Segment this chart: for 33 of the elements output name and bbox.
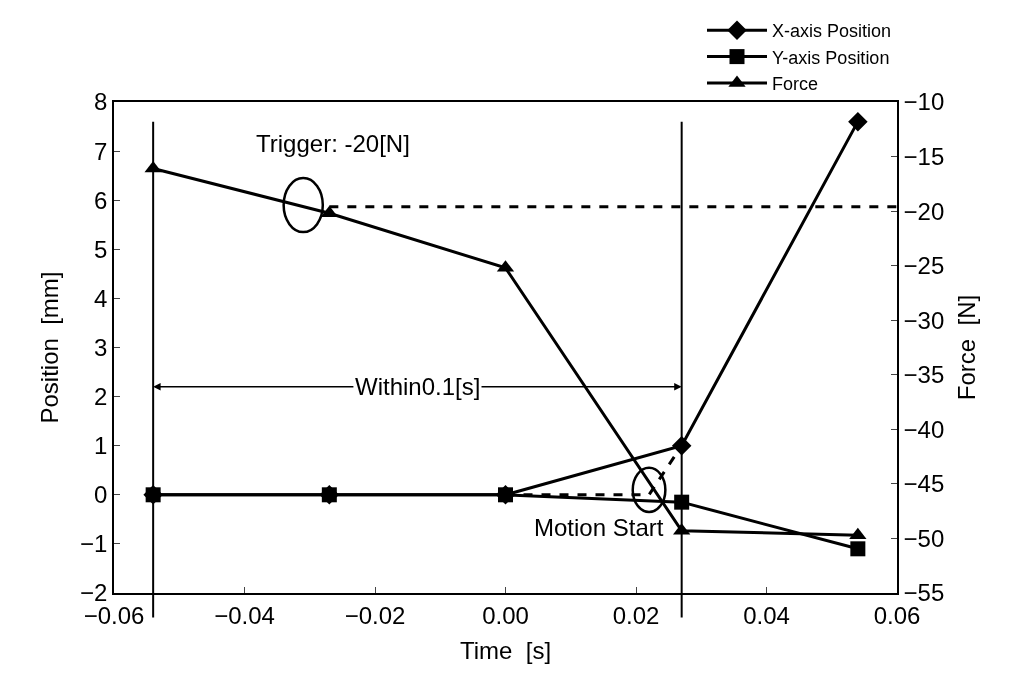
y2-tick-label: −15 xyxy=(903,142,945,170)
y2-tick-label: −25 xyxy=(903,252,945,280)
annotation: Within0.1[s] xyxy=(355,373,481,400)
y-tick-label: 2 xyxy=(94,383,108,410)
y-tick-label: 6 xyxy=(94,186,108,214)
y-tick-label: 0 xyxy=(94,481,108,509)
y-tick-label: 3 xyxy=(94,333,108,361)
legend-label: Y-axis Position xyxy=(772,47,890,68)
x-tick-label: 0.02 xyxy=(612,601,660,629)
x-tick-label: 0.04 xyxy=(743,601,790,629)
y2-tick-label: −30 xyxy=(903,306,945,334)
y2-tick-label: −45 xyxy=(903,470,945,498)
y2-tick-label: −40 xyxy=(903,415,945,443)
y-tick-label: 8 xyxy=(94,88,108,116)
y2-tick-label: −50 xyxy=(903,524,945,552)
legend-label: Force xyxy=(772,74,819,95)
y2-tick-label: −20 xyxy=(903,197,945,225)
x-axis-title: Time [s] xyxy=(459,637,552,665)
y-tick-label: 4 xyxy=(94,284,108,312)
y2-tick-label: −35 xyxy=(903,361,945,389)
annotation: Motion Start xyxy=(534,514,664,541)
y-axis-title: Position [mm] xyxy=(35,271,63,424)
y-tick-label: 7 xyxy=(94,137,108,165)
y2-axis-title: Force [N] xyxy=(953,294,981,401)
x-tick-label: 0.00 xyxy=(482,601,529,629)
legend-label: X-axis Position xyxy=(772,21,892,42)
x-tick-label: −0.02 xyxy=(344,601,406,629)
x-tick-label: −0.04 xyxy=(214,601,275,629)
y-tick-label: −1 xyxy=(80,530,108,558)
y-tick-label: 1 xyxy=(94,432,108,460)
annotation: Trigger: -20[N] xyxy=(256,130,410,157)
y2-tick-label: −10 xyxy=(903,88,945,116)
y-tick-label: 5 xyxy=(94,235,108,263)
